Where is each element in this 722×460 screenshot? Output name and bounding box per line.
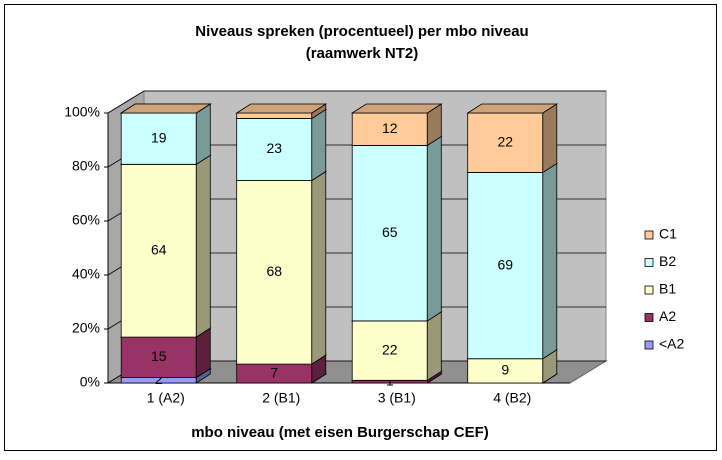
legend-label: A2 xyxy=(659,308,676,324)
bar-side xyxy=(426,311,442,382)
legend-label: B1 xyxy=(659,281,676,297)
bar-front xyxy=(120,163,197,338)
y-tick-label: 40% xyxy=(72,266,100,282)
bar-front xyxy=(236,118,313,181)
legend-swatch xyxy=(644,313,654,322)
bar-front xyxy=(467,171,544,360)
data-label: 12 xyxy=(382,120,398,136)
data-label: 68 xyxy=(266,263,282,279)
bar-side xyxy=(426,135,442,322)
bar-segment xyxy=(235,103,328,120)
data-label: 65 xyxy=(382,224,398,240)
data-label: 15 xyxy=(151,348,167,364)
bar-top xyxy=(119,103,212,114)
grid-line xyxy=(107,90,606,114)
bar-top xyxy=(350,103,443,114)
chart-title: (raamwerk NT2) xyxy=(306,45,419,62)
data-label: 19 xyxy=(151,129,167,145)
bar-front xyxy=(236,112,313,119)
y-tick-label: 60% xyxy=(72,212,100,228)
x-axis-label: mbo niveau (met eisen Burgerschap CEF) xyxy=(191,424,489,441)
y-tick-label: 100% xyxy=(64,104,100,120)
x-tick-label: 1 (A2) xyxy=(147,390,185,406)
bar-top xyxy=(235,103,328,114)
bar-top xyxy=(466,103,559,114)
bar-front xyxy=(351,112,428,146)
bar-front xyxy=(351,144,428,322)
x-tick-label: 2 (B1) xyxy=(262,390,300,406)
bar-side xyxy=(311,108,327,182)
legend-label: B2 xyxy=(659,253,676,269)
y-tick-label: 80% xyxy=(72,158,100,174)
bar-front xyxy=(351,320,428,381)
data-label: 69 xyxy=(497,256,513,272)
bar-side xyxy=(542,162,558,360)
legend-swatch xyxy=(644,285,654,295)
bar-front xyxy=(467,112,544,173)
bar-segment xyxy=(350,103,443,147)
legend-swatch xyxy=(644,230,654,240)
bar-side xyxy=(195,154,211,338)
bar-front xyxy=(236,180,313,365)
data-label: 64 xyxy=(151,241,167,257)
bar-segment xyxy=(466,162,559,360)
chart-title: Niveaus spreken (procentueel) per mbo ni… xyxy=(195,23,528,40)
data-label: 7 xyxy=(270,364,278,380)
data-label: 22 xyxy=(497,133,513,149)
legend-label: C1 xyxy=(659,226,677,242)
y-tick-label: 0% xyxy=(80,374,100,390)
x-tick-label: 3 (B1) xyxy=(378,390,416,406)
data-label: 9 xyxy=(501,362,509,378)
bar-front xyxy=(467,358,544,384)
legend-swatch xyxy=(644,340,654,350)
bar-segment xyxy=(119,103,212,114)
x-tick-label: 4 (B2) xyxy=(493,390,531,406)
data-label: 23 xyxy=(266,140,282,156)
bar-segment xyxy=(466,103,559,174)
data-label: 2 xyxy=(155,371,163,387)
bar-side xyxy=(195,103,211,166)
y-tick-label: 20% xyxy=(72,320,100,336)
legend-swatch xyxy=(644,258,654,267)
bar-side xyxy=(542,103,558,174)
bar-side xyxy=(311,170,327,365)
legend-label: <A2 xyxy=(659,336,685,352)
data-label: 22 xyxy=(382,341,398,357)
